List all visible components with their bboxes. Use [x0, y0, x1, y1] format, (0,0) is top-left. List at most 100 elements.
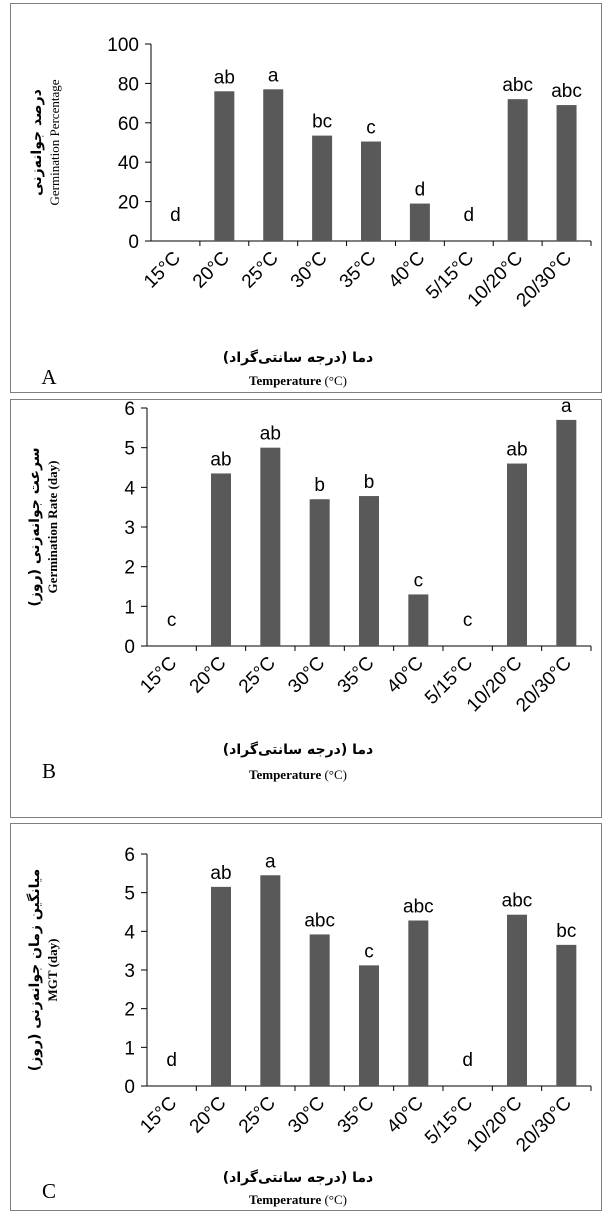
- bar: [507, 463, 527, 646]
- x-tick-label: 30°C: [284, 653, 329, 698]
- x-tick-label: 25°C: [235, 1093, 280, 1138]
- x-axis-label-en-unit: (°C): [324, 373, 347, 388]
- y-tick-label: 60: [118, 114, 139, 135]
- y-axis-label-fa: درصد جوانه‌زنی: [29, 89, 45, 196]
- significance-letter: a: [268, 65, 279, 86]
- x-tick-label: 20/30°C: [512, 653, 576, 717]
- bar: [556, 105, 577, 241]
- x-axis-label-en-bold: Temperature: [249, 373, 324, 388]
- y-tick-label: 100: [107, 35, 139, 56]
- bar: [507, 99, 528, 241]
- significance-letter: abc: [403, 897, 434, 918]
- x-tick-label: 15°C: [136, 1093, 181, 1138]
- chart-b: 0 1 2 3 4 5 6 c 15°C ab 20°C ab 25°C b 30°C b 35°C c 40°C c…: [27, 400, 592, 783]
- bar: [408, 920, 429, 1086]
- x-axis-label-fa: دما (درجه سانتی‌گراد): [223, 741, 373, 758]
- bar: [260, 447, 281, 646]
- significance-letter: d: [170, 205, 181, 226]
- panel-letter: B: [42, 759, 56, 783]
- y-tick-label: 80: [118, 74, 139, 95]
- bar: [214, 91, 235, 241]
- y-tick-label: 0: [124, 637, 135, 658]
- y-tick-label: 3: [124, 961, 135, 982]
- x-tick-label: 15°C: [136, 653, 181, 698]
- y-axis-label-en: MGT (day): [45, 939, 60, 1002]
- x-axis-label-fa: دما (درجه سانتی‌گراد): [223, 349, 373, 366]
- significance-letter: d: [415, 180, 426, 201]
- y-axis-label-fa: میانگین زمان جوانه‌زنی (روز): [26, 869, 43, 1071]
- y-axis-label-en: Germination Rate (day): [45, 461, 60, 594]
- y-tick-label: 3: [124, 518, 135, 539]
- bar: [211, 886, 231, 1086]
- y-tick-label: 5: [124, 884, 135, 905]
- bar: [409, 203, 430, 241]
- significance-letter: d: [166, 1050, 177, 1071]
- x-axis-label-en: Temperature (°C): [249, 373, 347, 388]
- bar: [309, 499, 330, 646]
- panel-b: 0 1 2 3 4 5 6 c 15°C ab 20°C ab 25°C b 30°C b 35°C c 40°C c…: [10, 399, 602, 818]
- significance-letter: abc: [551, 81, 582, 102]
- significance-letter: ab: [210, 449, 231, 470]
- y-axis-label-fa: سرعت جوانه‌زنی (روز): [27, 447, 43, 606]
- y-tick-label: 5: [124, 439, 135, 460]
- significance-letter: ab: [506, 440, 527, 461]
- x-axis-label-fa: دما (درجه سانتی‌گراد): [223, 1169, 373, 1186]
- x-tick-label: 20/30°C: [512, 1093, 576, 1157]
- x-axis-label-en-bold: Temperature: [249, 767, 324, 782]
- y-tick-label: 2: [124, 558, 135, 579]
- x-tick-label: 20°C: [186, 653, 231, 698]
- bar: [361, 141, 381, 241]
- significance-letter: c: [366, 118, 376, 139]
- significance-letter: abc: [502, 75, 533, 96]
- panel-a: 0 20 40 60 80 100 d 15°C ab 20°C a 25°C bc 30°C c 35°C d…: [10, 3, 602, 393]
- significance-letter: c: [463, 610, 473, 631]
- x-tick-label: 40°C: [383, 653, 428, 698]
- y-tick-label: 0: [128, 232, 139, 253]
- significance-letter: c: [414, 570, 424, 591]
- significance-letter: c: [167, 610, 177, 631]
- x-tick-label: 35°C: [336, 248, 381, 293]
- x-tick-label: 40°C: [385, 248, 430, 293]
- bar: [507, 914, 527, 1086]
- significance-letter: bc: [312, 112, 332, 133]
- x-tick-label: 25°C: [238, 248, 283, 293]
- x-tick-label: 20°C: [189, 248, 234, 293]
- y-tick-label: 1: [124, 1038, 135, 1059]
- bar: [312, 135, 333, 241]
- panel-c: 0 1 2 3 4 5 6 d 15°C ab 20°C a 25°C abc 30°C c 35°C abc 40…: [10, 823, 602, 1211]
- significance-letter: ab: [214, 67, 235, 88]
- y-tick-label: 6: [124, 400, 135, 420]
- y-tick-label: 0: [124, 1077, 135, 1098]
- bar: [211, 473, 231, 646]
- significance-letter: bc: [556, 921, 576, 942]
- bar: [359, 496, 379, 646]
- bar: [408, 594, 429, 646]
- y-tick-label: 4: [124, 922, 135, 943]
- x-tick-label: 35°C: [334, 1093, 379, 1138]
- bar: [309, 934, 330, 1086]
- y-tick-label: 2: [124, 1000, 135, 1021]
- x-tick-label: 20°C: [186, 1093, 231, 1138]
- significance-letter: a: [265, 851, 276, 872]
- x-tick-label: 15°C: [140, 248, 185, 293]
- significance-letter: a: [561, 400, 572, 417]
- significance-letter: d: [462, 1050, 473, 1071]
- x-tick-label: 25°C: [235, 653, 280, 698]
- x-tick-label: 40°C: [383, 1093, 428, 1138]
- y-tick-label: 20: [118, 193, 139, 214]
- x-axis-label-en-bold: Temperature: [249, 1192, 324, 1207]
- bar: [556, 419, 577, 646]
- significance-letter: abc: [304, 910, 335, 931]
- significance-letter: ab: [210, 863, 231, 884]
- significance-letter: b: [314, 475, 325, 496]
- significance-letter: abc: [502, 891, 533, 912]
- significance-letter: c: [364, 941, 374, 962]
- x-axis-label-en-unit: (°C): [324, 1192, 347, 1207]
- y-axis-label-en: Germination Percentage: [47, 79, 62, 205]
- y-tick-label: 4: [124, 478, 135, 499]
- significance-letter: b: [364, 472, 375, 493]
- x-tick-label: 35°C: [334, 653, 379, 698]
- panel-letter: C: [42, 1179, 56, 1203]
- bar: [556, 944, 577, 1086]
- bar: [260, 875, 281, 1086]
